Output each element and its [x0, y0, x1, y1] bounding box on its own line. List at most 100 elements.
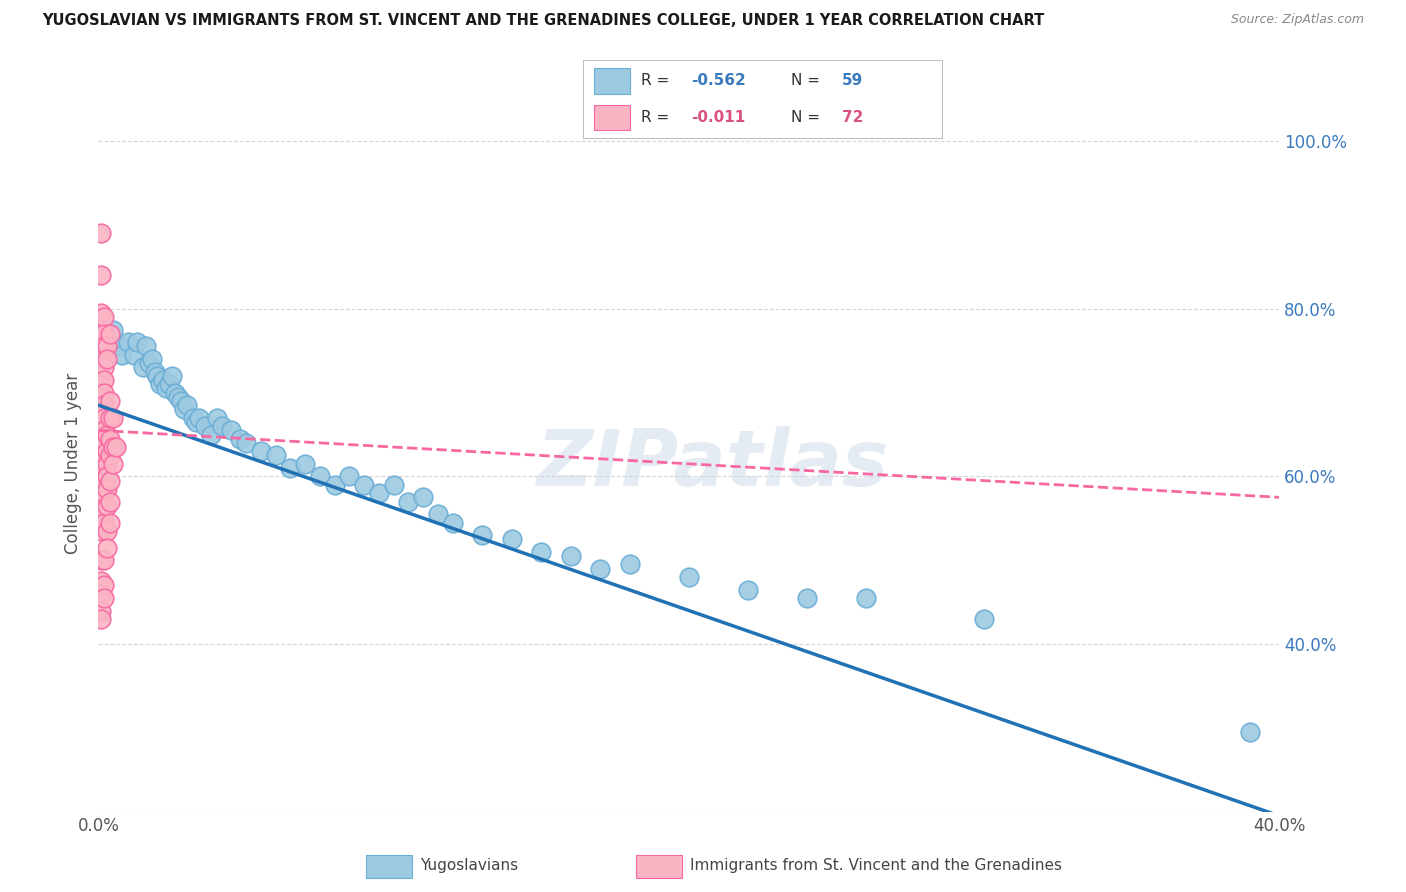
- Point: [93, 461, 115, 475]
- Text: YUGOSLAVIAN VS IMMIGRANTS FROM ST. VINCENT AND THE GRENADINES COLLEGE, UNDER 1 Y: YUGOSLAVIAN VS IMMIGRANTS FROM ST. VINCE…: [42, 13, 1045, 29]
- Point: [98, 474, 121, 488]
- Point: [155, 381, 177, 395]
- FancyBboxPatch shape: [595, 104, 630, 130]
- Point: [152, 373, 174, 387]
- Point: [194, 419, 217, 434]
- Point: [796, 591, 818, 605]
- Point: [93, 436, 115, 450]
- Point: [90, 348, 112, 362]
- Point: [143, 365, 166, 379]
- Point: [93, 474, 115, 488]
- Point: [187, 410, 209, 425]
- Point: [309, 469, 332, 483]
- Point: [471, 528, 494, 542]
- Point: [229, 432, 252, 446]
- Point: [90, 465, 112, 479]
- Point: [103, 457, 125, 471]
- Point: [138, 356, 160, 370]
- Point: [90, 457, 112, 471]
- Point: [855, 591, 877, 605]
- Point: [90, 612, 112, 626]
- Point: [737, 582, 759, 597]
- Point: [157, 377, 180, 392]
- Point: [90, 356, 112, 370]
- Point: [396, 494, 419, 508]
- FancyBboxPatch shape: [583, 60, 942, 138]
- Point: [530, 545, 553, 559]
- Point: [90, 574, 112, 589]
- Point: [560, 549, 582, 563]
- Point: [90, 587, 112, 601]
- Point: [96, 541, 118, 555]
- Text: ZIPatlas: ZIPatlas: [537, 425, 889, 502]
- Point: [90, 398, 112, 412]
- Point: [96, 457, 118, 471]
- Point: [93, 516, 115, 530]
- FancyBboxPatch shape: [595, 68, 630, 94]
- Point: [93, 310, 115, 325]
- Point: [353, 477, 375, 491]
- Point: [93, 578, 115, 592]
- Point: [90, 339, 112, 353]
- Point: [98, 516, 121, 530]
- Point: [1239, 725, 1261, 739]
- Point: [98, 326, 121, 341]
- Point: [90, 482, 112, 496]
- FancyBboxPatch shape: [636, 855, 682, 878]
- Point: [90, 423, 112, 437]
- Point: [90, 331, 112, 345]
- Point: [90, 474, 112, 488]
- Point: [93, 503, 115, 517]
- Point: [98, 410, 121, 425]
- Point: [200, 427, 222, 442]
- Text: 72: 72: [842, 110, 863, 125]
- Point: [93, 591, 115, 605]
- Point: [146, 368, 169, 383]
- Point: [125, 335, 148, 350]
- Point: [165, 385, 187, 400]
- Point: [90, 227, 112, 241]
- Point: [93, 486, 115, 500]
- Point: [90, 306, 112, 320]
- Point: [90, 516, 112, 530]
- Point: [93, 360, 115, 375]
- FancyBboxPatch shape: [366, 855, 412, 878]
- Text: Immigrants from St. Vincent and the Grenadines: Immigrants from St. Vincent and the Gren…: [690, 858, 1063, 872]
- Point: [264, 449, 287, 463]
- Point: [90, 268, 112, 283]
- Text: Yugoslavians: Yugoslavians: [420, 858, 519, 872]
- Text: -0.562: -0.562: [692, 73, 745, 88]
- Point: [117, 335, 139, 350]
- Point: [93, 398, 115, 412]
- Point: [149, 377, 172, 392]
- Point: [93, 423, 115, 437]
- Point: [173, 402, 195, 417]
- Point: [93, 326, 115, 341]
- Text: Source: ZipAtlas.com: Source: ZipAtlas.com: [1230, 13, 1364, 27]
- Point: [98, 394, 121, 409]
- Point: [339, 469, 360, 483]
- Point: [93, 410, 115, 425]
- Point: [132, 360, 155, 375]
- Point: [250, 444, 273, 458]
- Point: [96, 444, 118, 458]
- Point: [427, 507, 450, 521]
- Point: [93, 385, 115, 400]
- Point: [973, 612, 995, 626]
- Point: [90, 449, 112, 463]
- Text: -0.011: -0.011: [692, 110, 745, 125]
- Point: [111, 348, 134, 362]
- Point: [96, 499, 118, 513]
- Point: [90, 553, 112, 567]
- Point: [589, 561, 612, 575]
- Point: [96, 427, 118, 442]
- Point: [96, 339, 118, 353]
- Point: [90, 440, 112, 454]
- Point: [96, 524, 118, 538]
- Point: [90, 390, 112, 404]
- Point: [278, 461, 302, 475]
- Point: [90, 603, 112, 617]
- Point: [90, 524, 112, 538]
- Point: [93, 339, 115, 353]
- Point: [170, 394, 193, 409]
